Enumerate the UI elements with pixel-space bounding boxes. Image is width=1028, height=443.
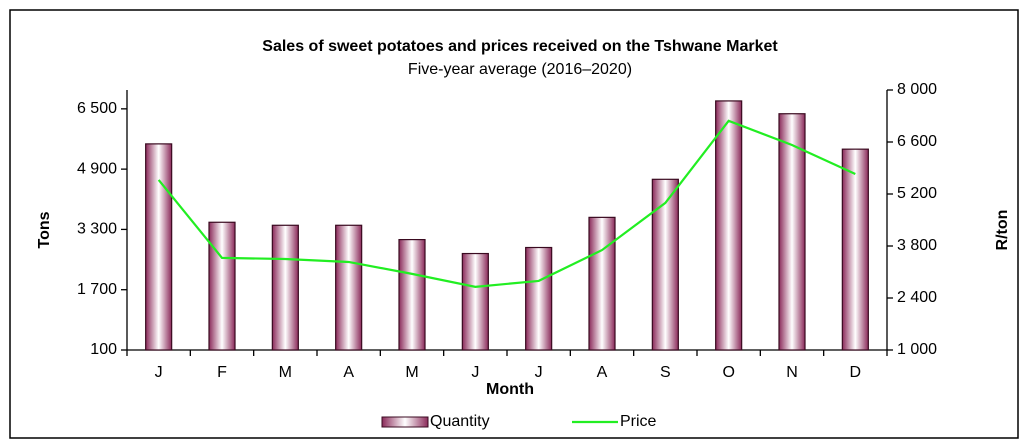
y2-tick-label: 3 800	[897, 237, 937, 254]
bar	[208, 221, 236, 351]
x-tick-label: F	[217, 364, 227, 381]
x-tick-label: J	[471, 364, 479, 381]
x-tick-label: A	[597, 364, 608, 381]
bar	[841, 148, 869, 351]
bar	[461, 252, 489, 351]
y2-tick-label: 2 400	[897, 289, 937, 306]
y-axis-title: Tons	[36, 211, 53, 248]
price-line	[157, 119, 856, 288]
bar	[398, 238, 426, 351]
x-tick-label: O	[722, 364, 734, 381]
y-tick-label: 4 900	[77, 160, 117, 177]
y-tick-label: 6 500	[77, 100, 117, 117]
bar	[525, 246, 553, 351]
y2-tick-label: 5 200	[897, 185, 937, 202]
bar	[145, 143, 173, 351]
chart-subtitle: Five-year average (2016–2020)	[408, 61, 632, 78]
bar	[651, 178, 679, 351]
x-tick-label: A	[343, 364, 354, 381]
x-axis-title: Month	[486, 381, 534, 398]
bar	[335, 224, 363, 351]
y2-tick-label: 6 600	[897, 133, 937, 150]
y-tick-label: 100	[90, 341, 117, 358]
bar	[271, 224, 299, 351]
x-tick-label: N	[786, 364, 798, 381]
y-tick-label: 3 300	[77, 221, 117, 238]
legend-label: Quantity	[430, 413, 490, 430]
x-tick-label: D	[850, 364, 862, 381]
legend-label: Price	[620, 413, 657, 430]
x-tick-label: S	[660, 364, 671, 381]
y2-tick-label: 1 000	[897, 341, 937, 358]
x-tick-label: M	[405, 364, 418, 381]
legend-swatch	[381, 416, 429, 428]
bar	[588, 216, 616, 351]
y2-tick-label: 8 000	[897, 81, 937, 98]
chart-title: Sales of sweet potatoes and prices recei…	[262, 38, 778, 55]
x-tick-label: J	[155, 364, 163, 381]
y-tick-label: 1 700	[77, 281, 117, 298]
bar	[778, 113, 806, 351]
y2-axis-title: R/ton	[994, 210, 1011, 251]
bar	[715, 100, 743, 351]
x-tick-label: M	[279, 364, 292, 381]
x-tick-label: J	[535, 364, 543, 381]
